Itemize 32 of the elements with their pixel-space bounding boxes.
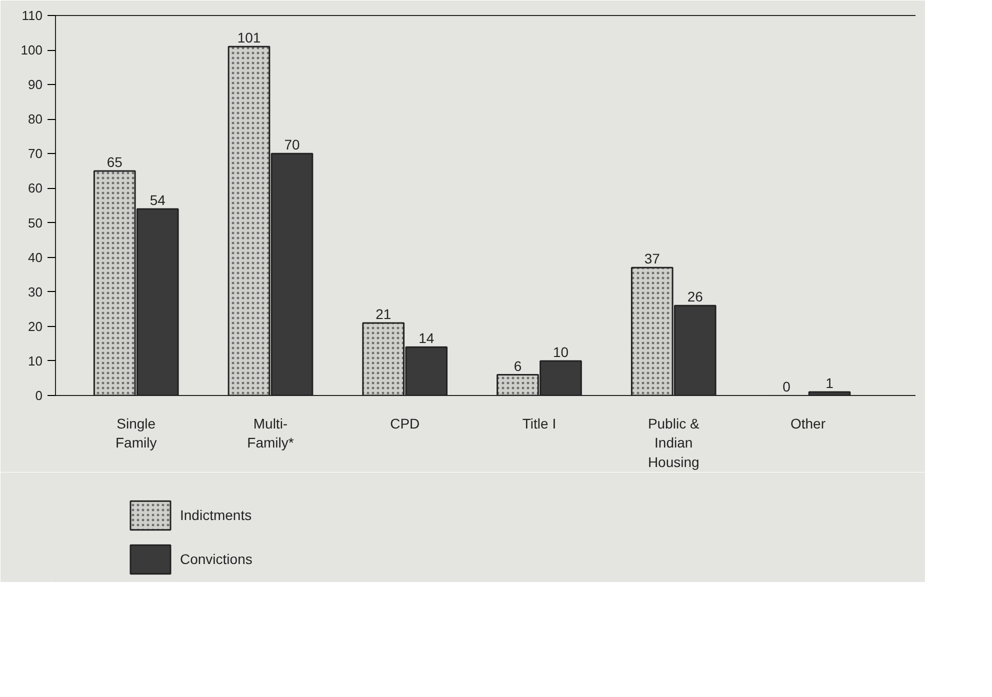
y-tick-label: 20 — [28, 318, 43, 334]
y-tick-label: 70 — [28, 146, 43, 162]
y-tick-label: 100 — [20, 42, 43, 58]
y-tick-label: 110 — [22, 8, 43, 23]
legend-label: Convictions — [180, 551, 252, 567]
x-tick-label: Single Family — [116, 416, 157, 451]
x-tick-label: Other — [790, 416, 826, 432]
data-label: 6 — [514, 358, 522, 374]
legend-label: Indictments — [180, 507, 252, 523]
data-label: 0 — [782, 378, 791, 394]
y-tick-label: 60 — [28, 180, 43, 196]
y-tick-label: 0 — [35, 388, 43, 403]
data-label: 10 — [552, 344, 569, 360]
y-tick-label: 50 — [28, 215, 43, 230]
x-tick-label: Public & Indian Housing — [648, 416, 700, 470]
data-label: 21 — [376, 306, 392, 322]
y-tick-label: 80 — [28, 112, 43, 127]
data-label: 26 — [687, 288, 704, 305]
data-label: 54 — [150, 192, 166, 208]
x-tick-label: CPD — [390, 416, 420, 432]
data-label: 1 — [826, 375, 834, 392]
y-tick-label: 40 — [28, 250, 43, 265]
x-tick-label: Multi- Family* — [247, 416, 294, 451]
data-label: 37 — [644, 250, 660, 267]
data-label: 70 — [284, 136, 300, 153]
data-label: 14 — [418, 330, 434, 346]
y-tick-label: 30 — [28, 284, 43, 300]
y-tick-label: 10 — [28, 353, 43, 368]
data-label: 101 — [237, 30, 261, 46]
y-tick-label: 90 — [28, 77, 43, 92]
x-tick-label: Title I — [522, 416, 556, 432]
data-label: 65 — [106, 154, 123, 170]
